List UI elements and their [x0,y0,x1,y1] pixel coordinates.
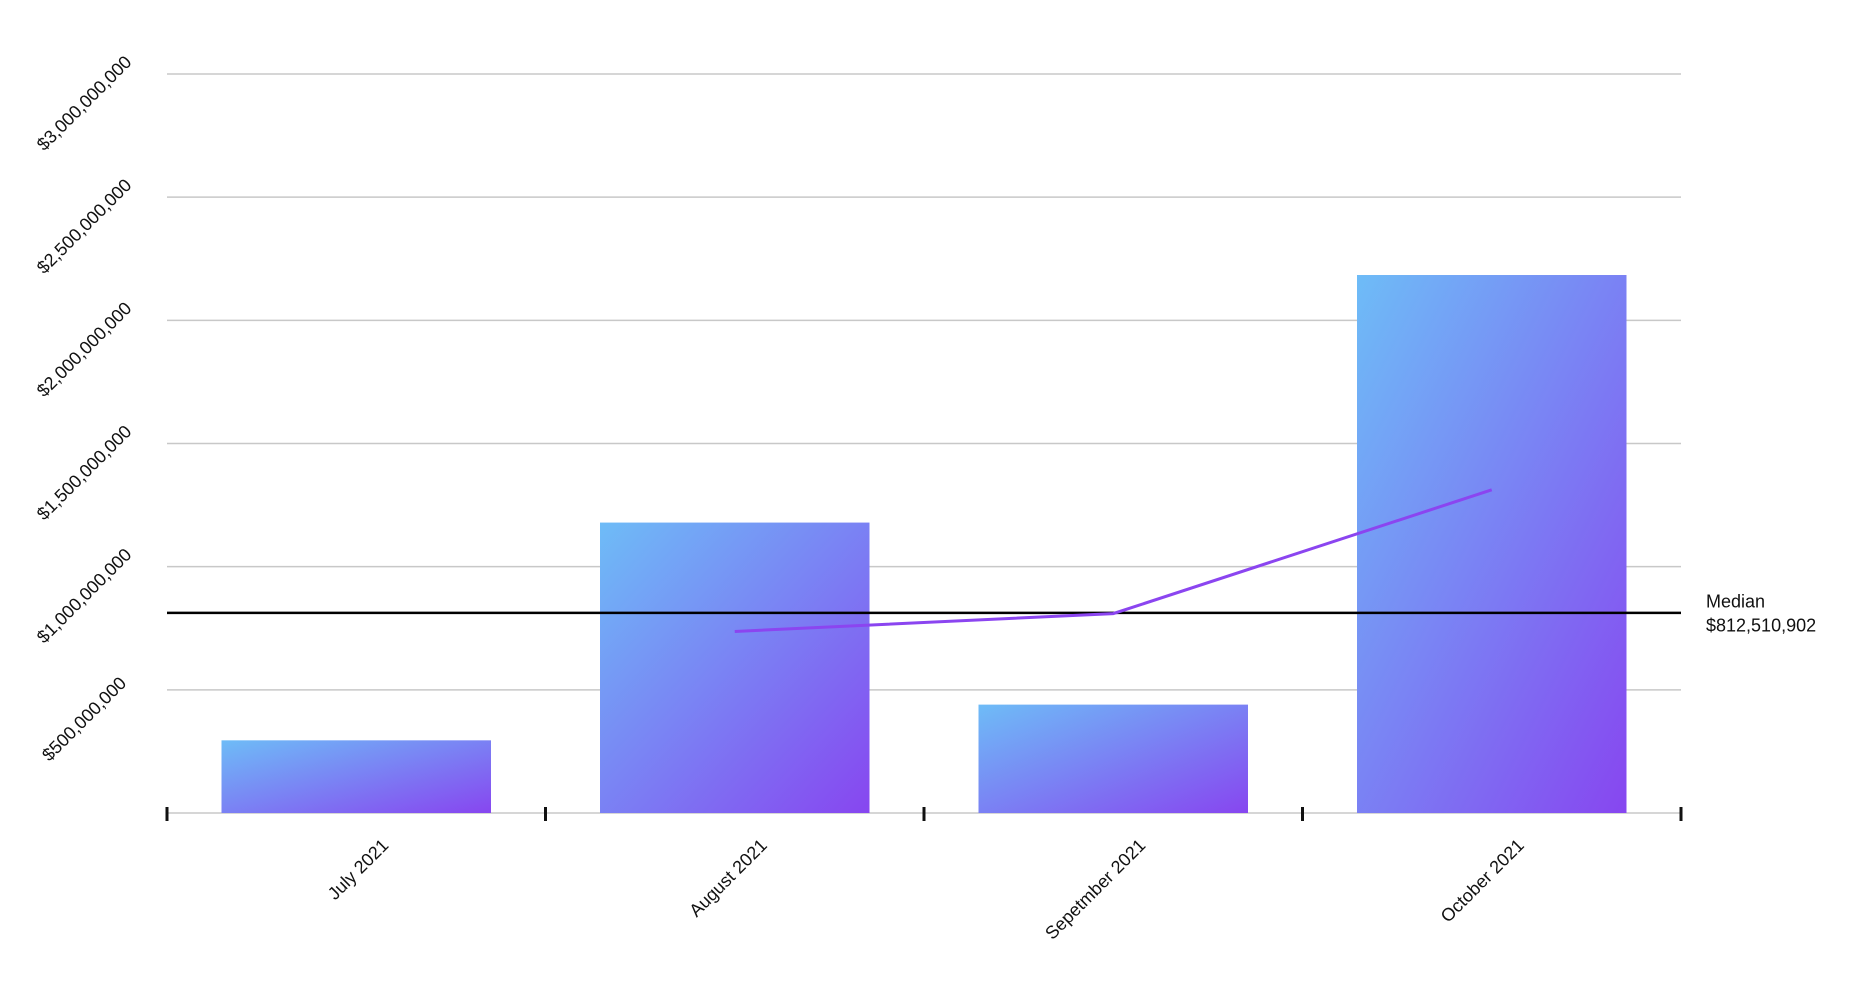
trend-line [734,488,1493,633]
y-tick-label: $3,000,000,000 [33,52,136,155]
y-tick-label: $1,000,000,000 [33,544,136,647]
y-tick-label: $500,000,000 [38,673,130,765]
y-tick-label: $2,000,000,000 [33,298,136,401]
bar [600,522,870,813]
y-tick-label: $2,500,000,000 [33,175,136,278]
bar [1357,275,1627,813]
x-tick-label: August 2021 [685,835,771,921]
bar [978,704,1248,813]
x-tick-label: Sepetmber 2021 [1041,835,1149,943]
median-value-label: $812,510,902 [1706,616,1816,636]
x-tick-label: July 2021 [324,835,393,904]
y-tick-label: $1,500,000,000 [33,421,136,524]
x-tick-label: October 2021 [1437,835,1528,926]
median-label: Median [1706,592,1765,612]
bar [221,740,491,813]
